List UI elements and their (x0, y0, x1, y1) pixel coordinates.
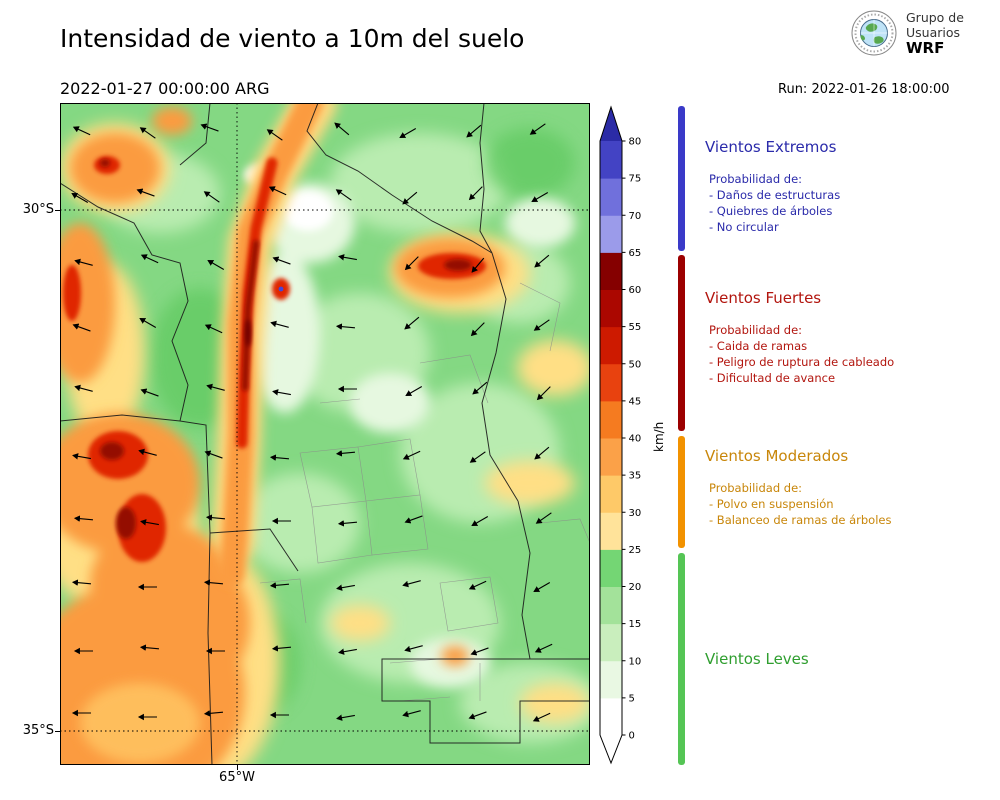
graticule-lines (60, 103, 590, 765)
legend-item: - Dificultad de avance (709, 371, 836, 385)
svg-text:75: 75 (629, 174, 642, 185)
lat-tickmark-35s (55, 731, 60, 732)
svg-text:70: 70 (629, 211, 642, 222)
svg-text:45: 45 (629, 396, 642, 407)
legend-prob-extremos: Probabilidad de: (709, 172, 803, 186)
svg-text:40: 40 (629, 434, 642, 445)
legend-section-leves: Vientos Leves (705, 650, 990, 683)
legend-prob-fuertes: Probabilidad de: (709, 323, 803, 337)
wind-shading-layer (60, 103, 590, 765)
map-frame (60, 103, 590, 765)
svg-text:35: 35 (629, 471, 642, 482)
legend-item: - Peligro de ruptura de cableado (709, 355, 895, 369)
legend-section-fuertes: Vientos Fuertes Probabilidad de: - Caida… (705, 289, 990, 386)
svg-text:25: 25 (629, 545, 642, 556)
svg-text:30: 30 (629, 508, 642, 519)
lon-tickmark-65w (237, 765, 238, 770)
legend-bar-fuertes (678, 255, 685, 431)
extreme-wind-spot (278, 286, 284, 292)
svg-text:55: 55 (629, 322, 642, 333)
wind-vector-layer (71, 122, 553, 722)
wind-speed-colorbar: 0 5 10 15 20 25 30 35 40 45 50 55 60 65 70 75 80 (599, 105, 642, 765)
legend-title-moderados: Vientos Moderados (705, 447, 849, 465)
legend-bar-extremos (678, 106, 685, 251)
legend-item: - Polvo en suspensión (709, 497, 834, 511)
run-time-label: Run: 2022-01-26 18:00:00 (778, 82, 950, 97)
department-boundaries (259, 282, 590, 702)
logo-line-2: Usuarios (906, 24, 961, 40)
page-title: Intensidad de viento a 10m del suelo (60, 24, 525, 53)
svg-text:50: 50 (629, 359, 642, 370)
lat-tick-30s: 30°S (22, 202, 54, 217)
legend-title-fuertes: Vientos Fuertes (705, 289, 822, 307)
map-plot (60, 103, 590, 765)
logo-text: Grupo de Usuarios WRF (906, 10, 964, 57)
wind-intensity-map (60, 103, 590, 765)
svg-text:80: 80 (629, 137, 642, 148)
legend-item: - Balanceo de ramas de árboles (709, 513, 892, 527)
globe-icon (851, 10, 897, 56)
legend-item: - No circular (709, 220, 779, 234)
legend-section-moderados: Vientos Moderados Probabilidad de: - Pol… (705, 447, 990, 528)
legend-bar-leves (678, 553, 685, 765)
legend-item: - Quiebres de árboles (709, 204, 833, 218)
svg-text:15: 15 (629, 619, 642, 630)
svg-text:65: 65 (629, 248, 642, 259)
logo-line-wrf: WRF (906, 38, 945, 57)
legend-title-leves: Vientos Leves (705, 650, 809, 668)
lon-tick-65w: 65°W (219, 770, 255, 785)
svg-text:20: 20 (629, 582, 642, 593)
lat-tick-35s: 35°S (22, 723, 54, 738)
valid-time-label: 2022-01-27 00:00:00 ARG (60, 79, 270, 98)
svg-text:60: 60 (629, 285, 642, 296)
colorbar-unit-label: km/h (652, 421, 666, 452)
legend-bar-moderados (678, 436, 685, 548)
svg-text:5: 5 (629, 693, 635, 704)
legend-prob-moderados: Probabilidad de: (709, 481, 803, 495)
wrf-users-group-logo: Grupo de Usuarios WRF (850, 9, 964, 57)
legend-item: - Daños de estructuras (709, 188, 841, 202)
legend-section-extremos: Vientos Extremos Probabilidad de: - Daño… (705, 138, 990, 235)
legend-title-extremos: Vientos Extremos (705, 138, 837, 156)
logo-line-1: Grupo de (906, 9, 964, 25)
province-boundaries (60, 103, 590, 765)
svg-text:10: 10 (629, 656, 642, 667)
svg-text:0: 0 (629, 731, 635, 742)
lat-tickmark-30s (55, 210, 60, 211)
legend-item: - Caida de ramas (709, 339, 808, 353)
